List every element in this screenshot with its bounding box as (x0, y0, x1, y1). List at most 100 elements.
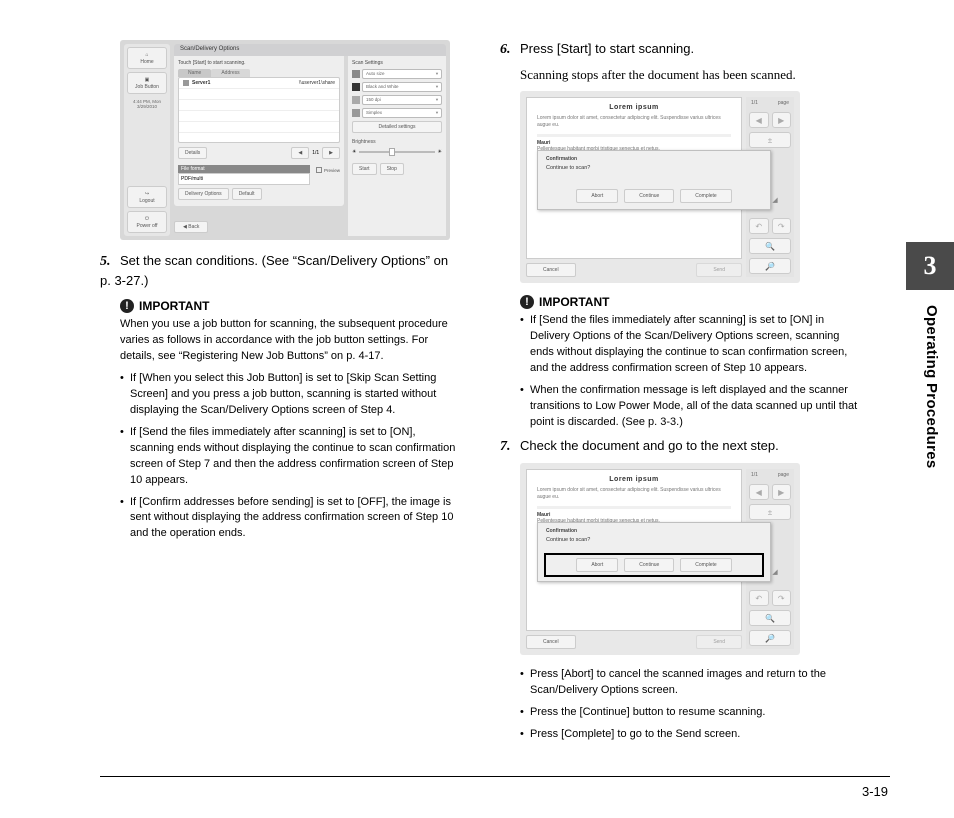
send-button[interactable]: Send (696, 635, 742, 649)
important-icon: ! (120, 299, 134, 313)
pager-label: 1/1 (312, 150, 319, 156)
job-button[interactable]: ▣Job Button (127, 72, 167, 94)
abort-button[interactable]: Abort (576, 558, 618, 572)
important-heading-left: ! IMPORTANT (120, 299, 460, 313)
time-label: 4:44 PM, Mon 3/29/2010 (127, 97, 167, 111)
detailed-settings-button[interactable]: Detailed settings (352, 121, 442, 133)
page-prev-button[interactable]: ◀ (291, 147, 309, 159)
step-5-text: Set the scan conditions. (See “Scan/Deli… (100, 253, 448, 288)
dialog-question: Continue to scan? (546, 537, 762, 543)
right-bullet-5: Press [Complete] to go to the Send scree… (520, 727, 860, 743)
stop-button[interactable]: Stop (380, 163, 404, 175)
poweroff-button[interactable]: ⏻Power off (127, 211, 167, 233)
default-button[interactable]: Default (232, 188, 262, 200)
page-label: page (778, 472, 789, 478)
step-6-text-b: Scanning stops after the document has be… (520, 66, 860, 85)
back-button[interactable]: ◀ Back (174, 221, 208, 233)
zoom-button[interactable]: ± (749, 504, 791, 520)
complete-button[interactable]: Complete (680, 558, 731, 572)
right-bullet-4: Press the [Continue] button to resume sc… (520, 705, 860, 721)
scan-settings-panel: Scan Settings Auto size Black and White … (348, 56, 446, 236)
right-column: 6.Press [Start] to start scanning. Scann… (500, 40, 860, 749)
tab-address[interactable]: Address (211, 69, 249, 77)
important-label: IMPORTANT (539, 295, 609, 309)
zoom-in-button[interactable]: 🔍 (749, 238, 791, 254)
prev-page-button[interactable]: ◀ (749, 484, 769, 500)
step-7: 7.Check the document and go to the next … (500, 437, 860, 457)
chapter-tab: 3 (906, 242, 954, 290)
scan-footer: ◀ Back (174, 218, 446, 236)
preview-checkbox-label[interactable]: Preview (324, 168, 340, 173)
right-bullet-3: Press [Abort] to cancel the scanned imag… (520, 667, 860, 699)
home-button[interactable]: ⌂Home (127, 47, 167, 69)
rotate-left-button[interactable]: ↶ (749, 590, 769, 606)
step-6-number: 6. (500, 40, 520, 60)
rotate-left-button[interactable]: ↶ (749, 218, 769, 234)
rotate-right-button[interactable]: ↷ (772, 218, 792, 234)
cancel-button[interactable]: Cancel (526, 263, 576, 277)
send-button[interactable]: Send (696, 263, 742, 277)
resize-grip-icon: ◢ (770, 195, 780, 205)
prev-page-button[interactable]: ◀ (749, 112, 769, 128)
right-bullet-1: If [Send the files immediately after sca… (520, 313, 860, 377)
page-label: page (778, 100, 789, 106)
zoom-out-button[interactable]: 🔎 (749, 630, 791, 646)
scan-sidebar: ⌂Home ▣Job Button 4:44 PM, Mon 3/29/2010… (124, 44, 170, 236)
dialog-title: Confirmation (546, 528, 762, 534)
abort-button[interactable]: Abort (576, 189, 618, 203)
zoom-in-button[interactable]: 🔍 (749, 610, 791, 626)
cancel-button[interactable]: Cancel (526, 635, 576, 649)
preview-title: Lorem ipsum (537, 104, 731, 111)
tab-name[interactable]: Name (178, 69, 211, 77)
important-label: IMPORTANT (139, 299, 209, 313)
confirmation-dialog: Confirmation Continue to scan? Abort Con… (537, 150, 771, 210)
scan-titlebar: Scan/Delivery Options (174, 44, 446, 56)
step-7-number: 7. (500, 437, 520, 457)
rotate-right-button[interactable]: ↷ (772, 590, 792, 606)
next-page-button[interactable]: ▶ (772, 484, 792, 500)
step-5: 5.Set the scan conditions. (See “Scan/De… (100, 252, 460, 291)
zoom-button[interactable]: ± (749, 132, 791, 148)
pager: 1/1 (751, 100, 758, 106)
left-bullet-3: If [Confirm addresses before sending] is… (120, 495, 460, 543)
zoom-out-button[interactable]: 🔎 (749, 258, 791, 274)
size-dropdown[interactable]: Auto size (362, 69, 442, 79)
footer-rule (100, 776, 890, 777)
page-number: 3-19 (862, 784, 888, 799)
page-content-area: ⌂Home ▣Job Button 4:44 PM, Mon 3/29/2010… (100, 40, 890, 780)
continue-button[interactable]: Continue (624, 189, 674, 203)
details-button[interactable]: Details (178, 147, 207, 159)
job-label: Job Button (135, 84, 159, 90)
pager: 1/1 (751, 472, 758, 478)
dpi-dropdown[interactable]: 150 dpi (362, 95, 442, 105)
screenshot-scan-delivery-options: ⌂Home ▣Job Button 4:44 PM, Mon 3/29/2010… (120, 40, 450, 240)
screenshot-continue-dialog-2: Lorem ipsum Lorem ipsum dolor sit amet, … (520, 463, 800, 655)
chapter-side-label: Operating Procedures (923, 305, 940, 469)
server-icon (183, 80, 189, 86)
scan-tabs: Name Address (178, 69, 340, 77)
brightness-slider[interactable]: ☀☀ (352, 149, 442, 155)
complete-button[interactable]: Complete (680, 189, 731, 203)
file-format-value[interactable]: PDF/multi (178, 173, 310, 185)
logout-label: Logout (139, 198, 154, 204)
side-dropdown[interactable]: Simplex (362, 108, 442, 118)
destination-list: Server1 \\userver1\share (178, 77, 340, 143)
step-6: 6.Press [Start] to start scanning. (500, 40, 860, 60)
highlighted-button-row: Abort Continue Complete (546, 555, 762, 575)
page-next-button[interactable]: ▶ (322, 147, 340, 159)
start-button[interactable]: Start (352, 163, 377, 175)
preview-title: Lorem ipsum (537, 476, 731, 483)
confirmation-dialog: Confirmation Continue to scan? Abort Con… (537, 522, 771, 582)
destination-row[interactable]: Server1 \\userver1\share (179, 78, 339, 89)
file-format-label: File format (178, 165, 310, 173)
delivery-options-button[interactable]: Delivery Options (178, 188, 229, 200)
step-6-text-a: Press [Start] to start scanning. (520, 41, 694, 56)
logout-button[interactable]: ↪Logout (127, 186, 167, 208)
color-dropdown[interactable]: Black and White (362, 82, 442, 92)
home-label: Home (140, 59, 153, 65)
important-icon: ! (520, 295, 534, 309)
next-page-button[interactable]: ▶ (772, 112, 792, 128)
continue-button[interactable]: Continue (624, 558, 674, 572)
scan-main-panel: Touch [Start] to start scanning. Name Ad… (174, 56, 344, 206)
screenshot-continue-dialog-1: Lorem ipsum Lorem ipsum dolor sit amet, … (520, 91, 800, 283)
